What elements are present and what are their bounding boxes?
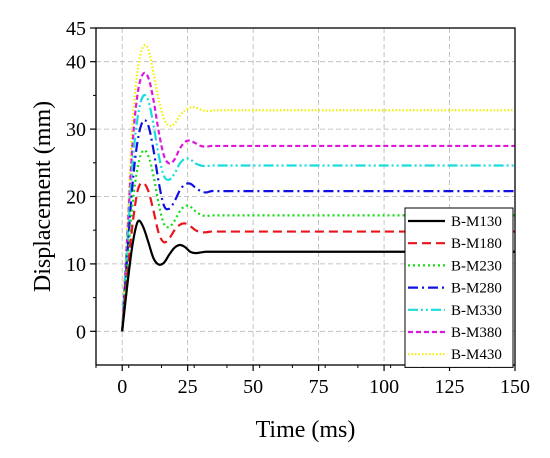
grid [96, 28, 515, 365]
y-tick-label: 0 [76, 321, 86, 343]
x-tick-label: 75 [309, 376, 329, 398]
legend-label: B-M430 [451, 347, 502, 363]
y-tick-label: 30 [66, 119, 86, 141]
legend: B-M130 B-M180 B-M230 B-M280 B-M330 B-M380 B-M4… [404, 207, 514, 368]
y-tick-label: 45 [66, 18, 86, 40]
series-line-b-m180 [121, 181, 515, 332]
y-axis-title: Displacement (mm) [30, 101, 56, 292]
x-tick-label: 25 [178, 376, 198, 398]
legend-label: B-M180 [451, 236, 502, 252]
y-tick-label: 20 [66, 187, 86, 209]
legend-label: B-M330 [451, 303, 502, 319]
x-tick-label: 150 [500, 376, 530, 398]
axis-ticks: 0 25 50 75 100 125 150 0 10 20 30 40 45 [66, 18, 530, 398]
y-tick-label: 40 [66, 52, 86, 74]
series-line-b-m380 [121, 71, 515, 332]
series-lines [121, 44, 515, 332]
series-line-b-m130 [121, 219, 515, 332]
series-line-b-m230 [121, 149, 515, 332]
series-line-b-m330 [121, 93, 515, 332]
x-tick-label: 0 [117, 376, 127, 398]
legend-label: B-M380 [451, 325, 502, 341]
x-tick-label: 50 [243, 376, 263, 398]
legend-label: B-M280 [451, 281, 502, 297]
x-tick-label: 125 [435, 376, 465, 398]
x-tick-label: 100 [369, 376, 399, 398]
x-axis-title: Time (ms) [256, 417, 356, 443]
series-line-b-m280 [121, 119, 515, 332]
legend-label: B-M230 [451, 258, 502, 274]
series-line-b-m430 [121, 44, 515, 332]
y-tick-label: 10 [66, 254, 86, 276]
legend-label: B-M130 [451, 214, 502, 230]
